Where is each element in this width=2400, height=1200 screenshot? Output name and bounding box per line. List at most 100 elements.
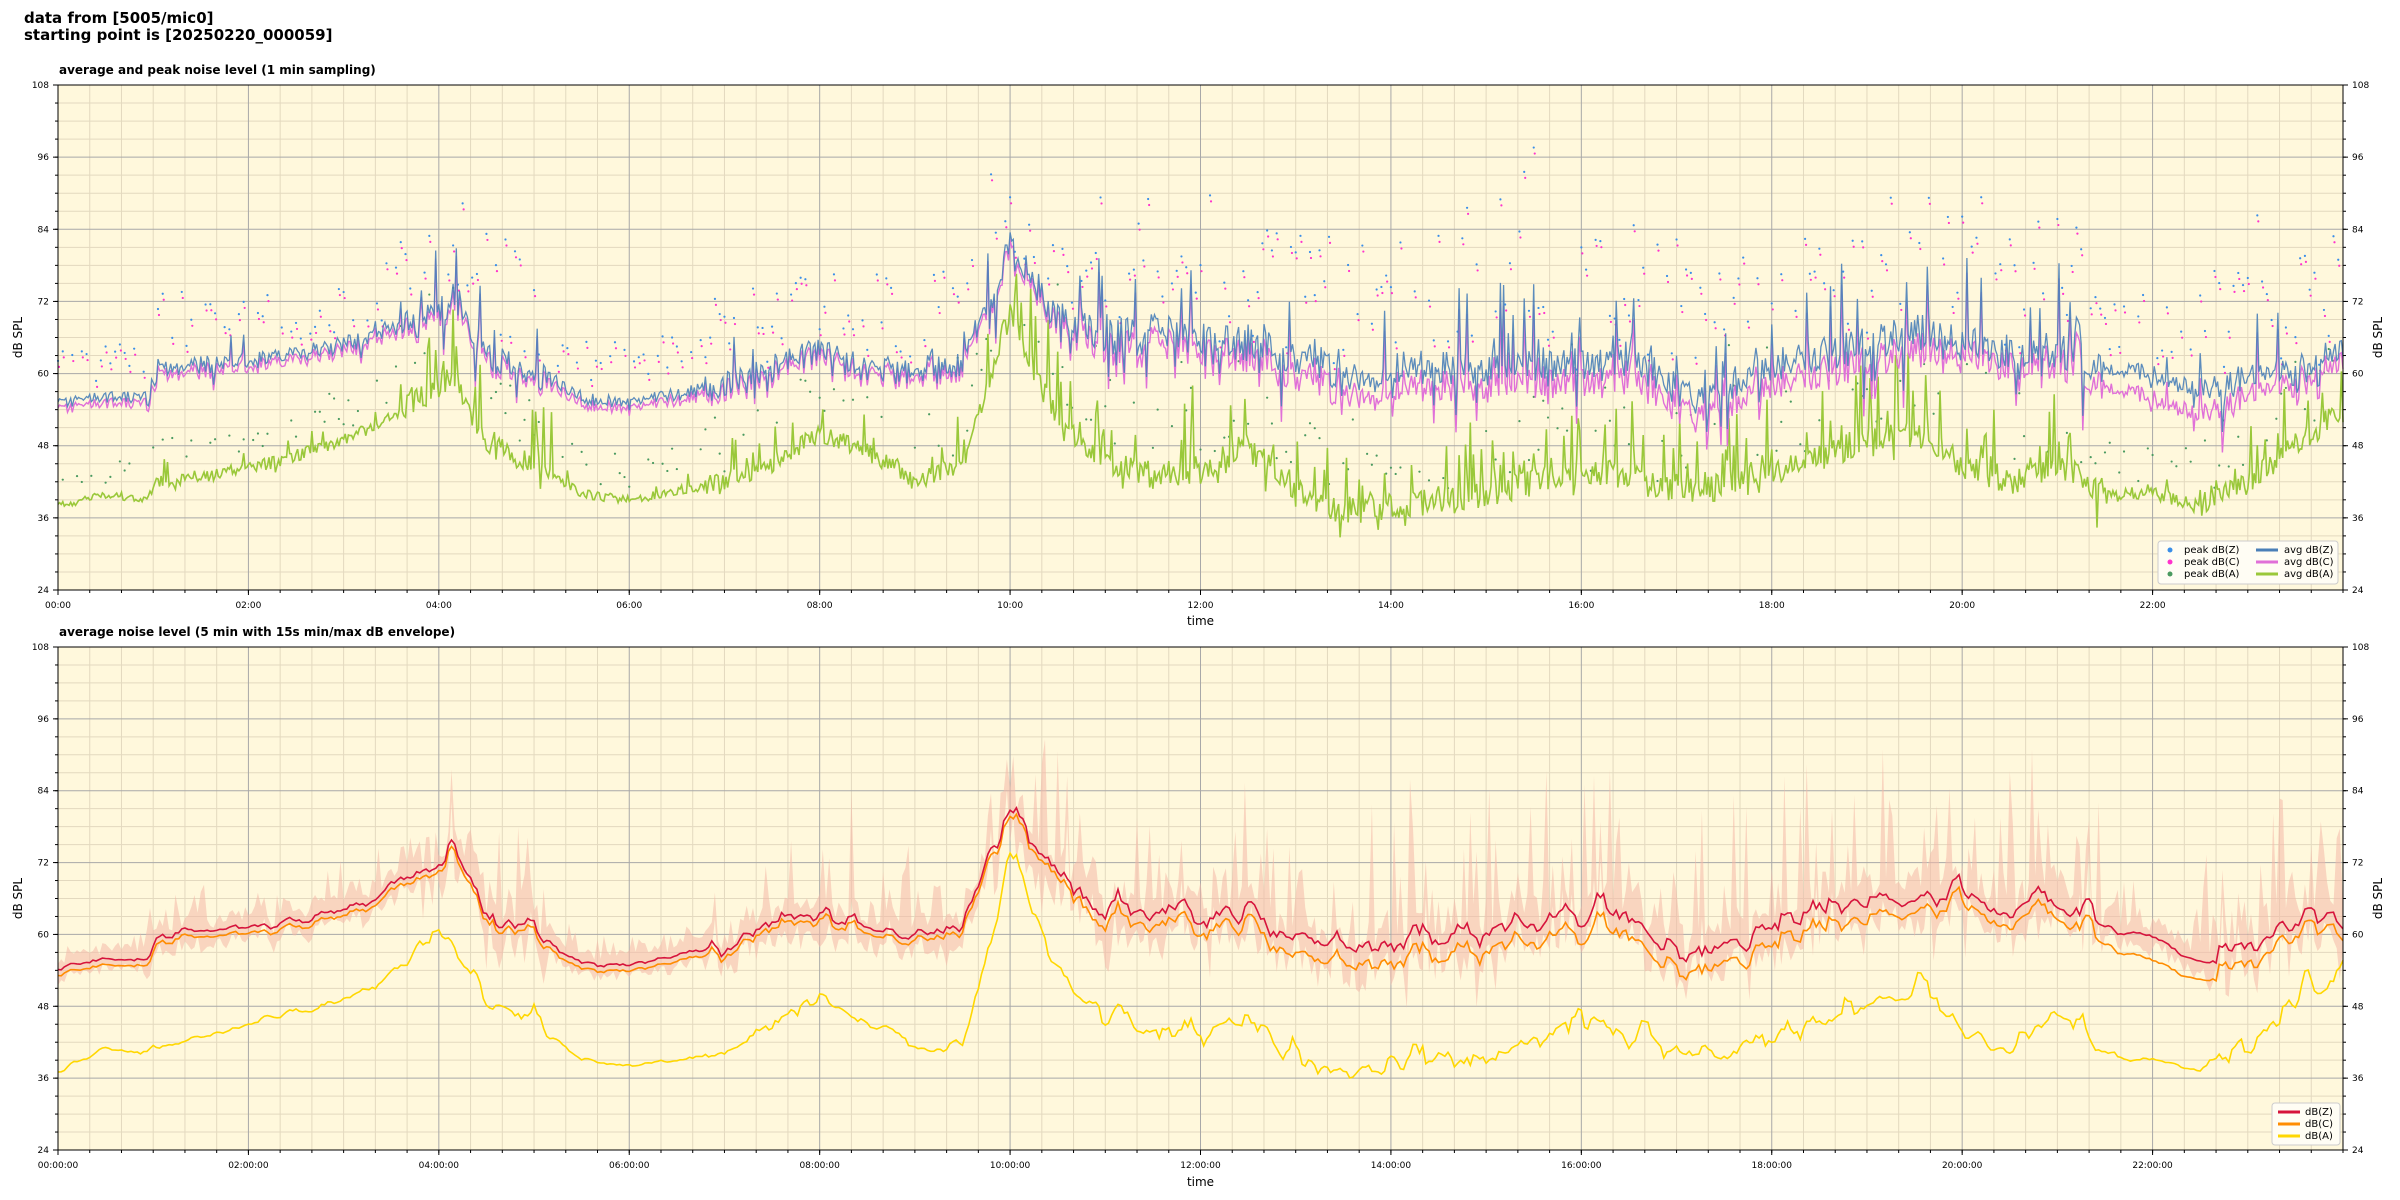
y-tick-label: 84 bbox=[2352, 787, 2364, 797]
y-tick-label: 96 bbox=[2352, 715, 2364, 725]
peak-z-point bbox=[2299, 257, 2302, 260]
peak-c-point bbox=[510, 341, 513, 344]
peak-c-point bbox=[957, 301, 960, 304]
peak-c-point bbox=[1438, 240, 1441, 243]
peak-z-point bbox=[2337, 258, 2340, 261]
peak-c-point bbox=[1271, 255, 1275, 258]
peak-z-point bbox=[1861, 240, 1864, 243]
peak-z-point bbox=[1670, 352, 1673, 355]
peak-c-point bbox=[2247, 282, 2250, 286]
peak-c-point bbox=[990, 179, 994, 182]
y-tick-label: 72 bbox=[2352, 297, 2363, 307]
peak-a-point bbox=[618, 472, 621, 475]
peak-z-point bbox=[1675, 238, 1678, 241]
peak-a-point bbox=[866, 396, 869, 399]
peak-z-point bbox=[1732, 296, 1735, 299]
peak-a-point bbox=[699, 448, 702, 451]
peak-c-point bbox=[1552, 336, 1555, 339]
peak-a-point bbox=[2284, 386, 2287, 390]
peak-z-point bbox=[1551, 330, 1554, 333]
peak-z-point bbox=[1004, 220, 1007, 223]
peak-a-point bbox=[1656, 479, 1659, 483]
peak-a-point bbox=[2080, 460, 2083, 464]
peak-c-point bbox=[2076, 232, 2079, 235]
peak-a-point bbox=[1518, 420, 1521, 423]
peak-c-point bbox=[2081, 254, 2084, 257]
peak-z-point bbox=[847, 314, 850, 317]
peak-c-point bbox=[1128, 278, 1132, 281]
peak-z-point bbox=[142, 370, 145, 373]
peak-c-point bbox=[2266, 298, 2269, 302]
peak-a-point bbox=[1537, 448, 1540, 451]
peak-z-point bbox=[85, 352, 88, 356]
peak-a-point bbox=[104, 481, 107, 484]
peak-z-point bbox=[1032, 255, 1035, 259]
peak-z-point bbox=[556, 364, 559, 367]
x-axis-label: time bbox=[1187, 614, 1214, 628]
peak-z-point bbox=[1028, 223, 1031, 226]
peak-c-point bbox=[1290, 251, 1294, 255]
peak-a-point bbox=[1604, 386, 1607, 389]
peak-c-point bbox=[691, 356, 694, 360]
peak-a-point bbox=[809, 390, 812, 393]
peak-c-point bbox=[1581, 252, 1584, 255]
peak-c-point bbox=[2014, 270, 2017, 273]
peak-c-point bbox=[343, 296, 346, 300]
peak-z-point bbox=[613, 341, 617, 344]
peak-a-point bbox=[1385, 472, 1388, 475]
peak-c-point bbox=[1100, 202, 1103, 205]
x-tick-label: 02:00 bbox=[235, 601, 261, 611]
peak-z-point bbox=[504, 238, 507, 241]
peak-c-point bbox=[1900, 308, 1903, 312]
peak-c-point bbox=[2023, 314, 2027, 317]
peak-c-point bbox=[300, 343, 303, 346]
peak-z-point bbox=[1332, 361, 1335, 365]
peak-c-point bbox=[2304, 260, 2308, 263]
peak-a-point bbox=[1061, 365, 1064, 369]
peak-c-point bbox=[1200, 270, 1203, 273]
peak-c-point bbox=[1181, 261, 1184, 264]
peak-c-point bbox=[1052, 249, 1056, 253]
peak-z-point bbox=[2108, 347, 2111, 351]
peak-a-point bbox=[423, 352, 426, 355]
peak-a-point bbox=[499, 382, 502, 385]
peak-a-point bbox=[318, 410, 321, 413]
peak-a-point bbox=[1508, 471, 1512, 474]
legend-marker bbox=[2167, 559, 2173, 565]
peak-a-point bbox=[2108, 441, 2111, 444]
peak-z-point bbox=[375, 302, 379, 305]
peak-z-point bbox=[2089, 307, 2092, 310]
peak-z-point bbox=[1599, 240, 1602, 243]
peak-a-point bbox=[1865, 388, 1869, 391]
peak-z-point bbox=[956, 295, 959, 298]
peak-z-point bbox=[637, 356, 640, 359]
peak-z-point bbox=[71, 353, 74, 357]
peak-c-point bbox=[752, 293, 756, 296]
peak-z-point bbox=[2327, 334, 2330, 337]
peak-z-point bbox=[161, 292, 164, 295]
peak-a-point bbox=[980, 368, 983, 371]
peak-a-point bbox=[1756, 453, 1759, 457]
peak-a-point bbox=[347, 399, 350, 402]
peak-z-point bbox=[2256, 214, 2259, 217]
y-tick-label: 48 bbox=[38, 1002, 50, 1012]
x-tick-label: 08:00:00 bbox=[799, 1161, 840, 1171]
peak-z-point bbox=[1832, 289, 1835, 292]
peak-a-point bbox=[647, 458, 650, 461]
peak-z-point bbox=[770, 325, 774, 328]
peak-a-point bbox=[623, 475, 626, 479]
peak-z-point bbox=[951, 287, 955, 290]
peak-c-point bbox=[1243, 276, 1246, 279]
peak-a-point bbox=[1370, 463, 1373, 466]
peak-z-point bbox=[1285, 346, 1288, 349]
peak-a-point bbox=[261, 444, 264, 448]
peak-c-point bbox=[1257, 297, 1260, 300]
peak-a-point bbox=[1313, 427, 1316, 430]
legend-marker bbox=[2167, 547, 2173, 553]
peak-z-point bbox=[1313, 294, 1316, 297]
peak-z-point bbox=[2313, 271, 2316, 274]
peak-c-point bbox=[1947, 221, 1950, 225]
peak-z-point bbox=[1880, 254, 1883, 257]
peak-a-point bbox=[352, 424, 355, 427]
y-tick-label: 72 bbox=[2352, 859, 2363, 869]
